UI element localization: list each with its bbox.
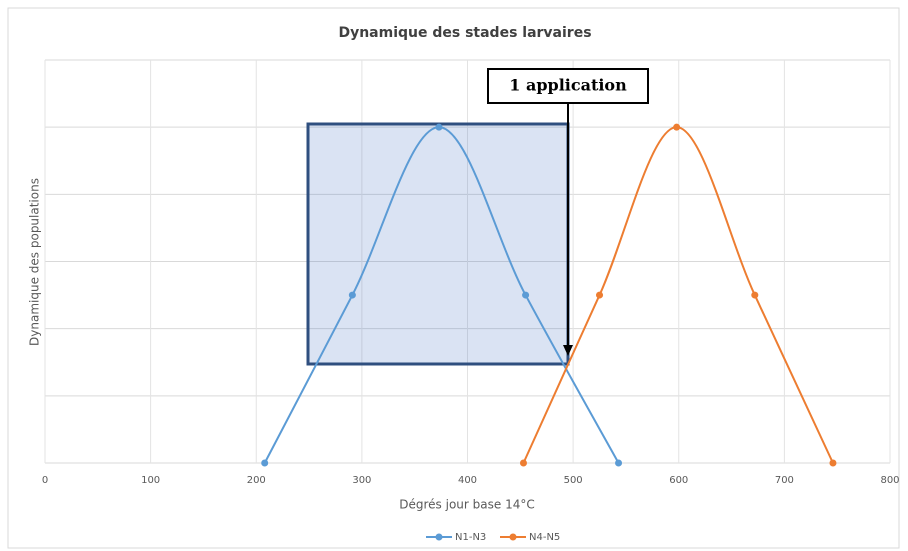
x-tick-label: 400 <box>458 475 477 486</box>
data-point <box>829 459 837 467</box>
x-tick-label: 600 <box>669 475 688 486</box>
grid: 0 100 200 300 400 500 600 700 800 <box>42 59 900 486</box>
legend: N1-N3 N4-N5 <box>426 532 560 543</box>
data-point <box>519 459 527 467</box>
x-tick-label: 200 <box>247 475 266 486</box>
x-tick-label: 700 <box>775 475 794 486</box>
legend-label: N1-N3 <box>455 532 486 543</box>
chart-title: Dynamique des stades larvaires <box>338 25 591 41</box>
x-tick-label: 500 <box>564 475 583 486</box>
chart-frame <box>7 7 900 549</box>
annotation-box <box>487 68 649 104</box>
x-tick-label: 800 <box>880 475 899 486</box>
data-point <box>435 123 443 131</box>
data-point <box>348 291 356 299</box>
legend-label: N4-N5 <box>529 532 560 543</box>
x-tick-label: 300 <box>352 475 371 486</box>
annotation: 1 application <box>509 76 627 95</box>
data-point <box>751 291 759 299</box>
data-point <box>596 291 604 299</box>
data-point <box>615 459 623 467</box>
y-axis-title: Dynamique des populations <box>28 178 42 346</box>
x-tick-label: 100 <box>141 475 160 486</box>
data-point <box>522 291 530 299</box>
highlight-box <box>306 122 570 366</box>
x-tick-label: 0 <box>42 475 48 486</box>
plot <box>261 123 837 467</box>
data-point <box>261 459 269 467</box>
arrow-head <box>563 345 573 356</box>
x-axis-title: Dégrés jour base 14°C <box>399 498 534 512</box>
legend-marker <box>435 533 443 541</box>
data-point <box>673 123 681 131</box>
legend-marker <box>509 533 517 541</box>
